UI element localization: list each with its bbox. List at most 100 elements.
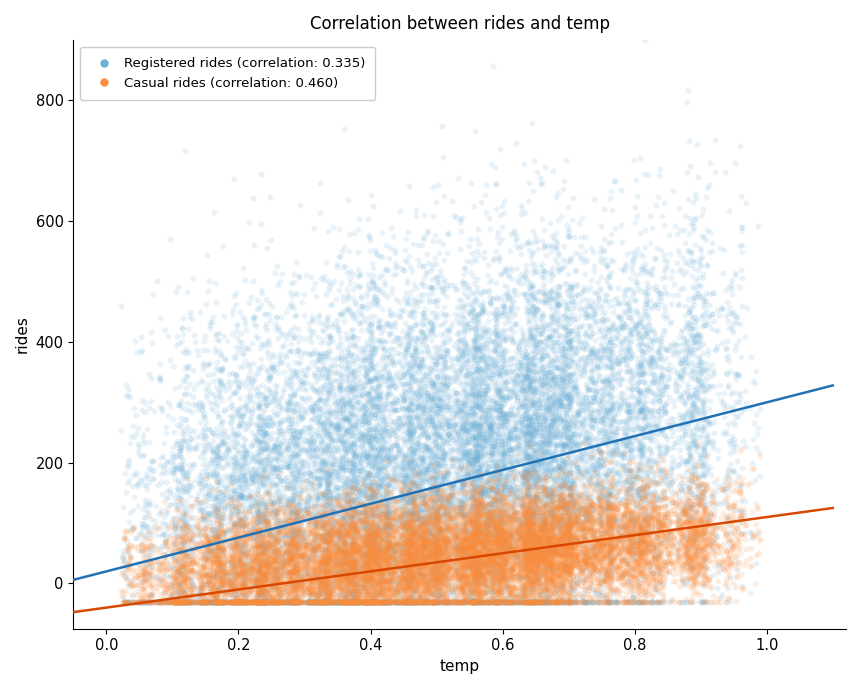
Casual rides (correlation: 0.460): (0.649, 142): 0.460): (0.649, 142) bbox=[528, 493, 542, 504]
Registered rides (correlation: 0.335): (0.812, 274): 0.335): (0.812, 274) bbox=[636, 413, 650, 424]
Registered rides (correlation: 0.335): (0.652, 144): 0.335): (0.652, 144) bbox=[530, 491, 544, 502]
Registered rides (correlation: 0.335): (0.563, 398): 0.335): (0.563, 398) bbox=[471, 338, 485, 349]
Casual rides (correlation: 0.460): (0.167, 104): 0.460): (0.167, 104) bbox=[210, 515, 224, 526]
Registered rides (correlation: 0.335): (0.516, 178): 0.335): (0.516, 178) bbox=[441, 471, 455, 482]
Registered rides (correlation: 0.335): (0.321, 304): 0.335): (0.321, 304) bbox=[312, 395, 325, 406]
Registered rides (correlation: 0.335): (0.835, 403): 0.335): (0.835, 403) bbox=[651, 335, 665, 346]
Registered rides (correlation: 0.335): (0.781, 80): 0.335): (0.781, 80) bbox=[615, 530, 629, 541]
Casual rides (correlation: 0.460): (0.697, 101): 0.460): (0.697, 101) bbox=[560, 517, 573, 528]
Registered rides (correlation: 0.335): (0.668, 288): 0.335): (0.668, 288) bbox=[541, 404, 554, 415]
Registered rides (correlation: 0.335): (0.606, 352): 0.335): (0.606, 352) bbox=[499, 366, 513, 377]
Casual rides (correlation: 0.460): (0.528, -2.77): 0.460): (0.528, -2.77) bbox=[448, 579, 461, 590]
Registered rides (correlation: 0.335): (0.632, 278): 0.335): (0.632, 278) bbox=[517, 410, 530, 421]
Casual rides (correlation: 0.460): (0.557, 158): 0.460): (0.557, 158) bbox=[468, 482, 481, 493]
Registered rides (correlation: 0.335): (0.723, 176): 0.335): (0.723, 176) bbox=[577, 472, 591, 483]
Registered rides (correlation: 0.335): (0.934, 514): 0.335): (0.934, 514) bbox=[716, 267, 730, 278]
Registered rides (correlation: 0.335): (0.359, 208): 0.335): (0.359, 208) bbox=[337, 453, 350, 464]
Registered rides (correlation: 0.335): (0.594, 272): 0.335): (0.594, 272) bbox=[492, 413, 505, 424]
Registered rides (correlation: 0.335): (0.436, 189): 0.335): (0.436, 189) bbox=[387, 464, 401, 475]
Registered rides (correlation: 0.335): (0.597, 280): 0.335): (0.597, 280) bbox=[493, 409, 507, 420]
Casual rides (correlation: 0.460): (0.669, 65): 0.460): (0.669, 65) bbox=[541, 539, 554, 550]
Registered rides (correlation: 0.335): (0.763, 399): 0.335): (0.763, 399) bbox=[603, 337, 616, 348]
Casual rides (correlation: 0.460): (0.475, 33.1): 0.460): (0.475, 33.1) bbox=[413, 558, 427, 569]
Casual rides (correlation: 0.460): (0.509, 47.6): 0.460): (0.509, 47.6) bbox=[436, 549, 449, 560]
Registered rides (correlation: 0.335): (0.119, 314): 0.335): (0.119, 314) bbox=[178, 389, 192, 400]
Registered rides (correlation: 0.335): (0.712, 209): 0.335): (0.712, 209) bbox=[569, 451, 583, 462]
Casual rides (correlation: 0.460): (0.585, -24.3): 0.460): (0.585, -24.3) bbox=[486, 593, 499, 604]
Registered rides (correlation: 0.335): (0.842, 321): 0.335): (0.842, 321) bbox=[655, 384, 669, 395]
Casual rides (correlation: 0.460): (0.338, -15.1): 0.460): (0.338, -15.1) bbox=[323, 587, 337, 598]
Registered rides (correlation: 0.335): (0.675, 439): 0.335): (0.675, 439) bbox=[545, 313, 559, 324]
Casual rides (correlation: 0.460): (0.52, 70.2): 0.460): (0.52, 70.2) bbox=[443, 535, 456, 546]
Casual rides (correlation: 0.460): (0.167, -30): 0.460): (0.167, -30) bbox=[210, 596, 224, 607]
Registered rides (correlation: 0.335): (0.658, 199): 0.335): (0.658, 199) bbox=[534, 457, 548, 469]
Casual rides (correlation: 0.460): (0.674, 94.1): 0.460): (0.674, 94.1) bbox=[545, 521, 559, 532]
Casual rides (correlation: 0.460): (0.533, 73.5): 0.460): (0.533, 73.5) bbox=[451, 533, 465, 544]
Registered rides (correlation: 0.335): (0.674, 338): 0.335): (0.674, 338) bbox=[545, 374, 559, 385]
Registered rides (correlation: 0.335): (0.547, 187): 0.335): (0.547, 187) bbox=[461, 465, 474, 476]
Registered rides (correlation: 0.335): (0.223, 229): 0.335): (0.223, 229) bbox=[247, 440, 261, 451]
Registered rides (correlation: 0.335): (0.811, 92.7): 0.335): (0.811, 92.7) bbox=[635, 522, 649, 533]
Registered rides (correlation: 0.335): (0.226, 187): 0.335): (0.226, 187) bbox=[249, 465, 263, 476]
Casual rides (correlation: 0.460): (0.64, 96.6): 0.460): (0.64, 96.6) bbox=[522, 520, 536, 531]
Casual rides (correlation: 0.460): (0.582, 48.9): 0.460): (0.582, 48.9) bbox=[484, 548, 498, 559]
Casual rides (correlation: 0.460): (0.305, -19.6): 0.460): (0.305, -19.6) bbox=[300, 590, 314, 601]
Registered rides (correlation: 0.335): (0.108, 172): 0.335): (0.108, 172) bbox=[171, 475, 185, 486]
Registered rides (correlation: 0.335): (0.766, 367): 0.335): (0.766, 367) bbox=[605, 357, 619, 368]
Casual rides (correlation: 0.460): (0.585, 157): 0.460): (0.585, 157) bbox=[486, 483, 499, 494]
Registered rides (correlation: 0.335): (0.407, 77.9): 0.335): (0.407, 77.9) bbox=[369, 531, 382, 542]
Registered rides (correlation: 0.335): (0.398, 178): 0.335): (0.398, 178) bbox=[362, 471, 376, 482]
Casual rides (correlation: 0.460): (0.455, 62.7): 0.460): (0.455, 62.7) bbox=[400, 540, 413, 551]
Casual rides (correlation: 0.460): (0.831, 185): 0.460): (0.831, 185) bbox=[648, 466, 662, 477]
Registered rides (correlation: 0.335): (0.536, 333): 0.335): (0.536, 333) bbox=[454, 377, 468, 388]
Registered rides (correlation: 0.335): (0.531, 315): 0.335): (0.531, 315) bbox=[450, 388, 464, 399]
Registered rides (correlation: 0.335): (0.331, 271): 0.335): (0.331, 271) bbox=[319, 414, 332, 425]
Registered rides (correlation: 0.335): (0.636, 380): 0.335): (0.636, 380) bbox=[519, 349, 533, 360]
Registered rides (correlation: 0.335): (0.506, 57.7): 0.335): (0.506, 57.7) bbox=[433, 543, 447, 554]
Registered rides (correlation: 0.335): (0.618, 154): 0.335): (0.618, 154) bbox=[507, 485, 521, 496]
Registered rides (correlation: 0.335): (0.766, 167): 0.335): (0.766, 167) bbox=[605, 477, 619, 488]
Casual rides (correlation: 0.460): (0.333, -30): 0.460): (0.333, -30) bbox=[319, 596, 333, 607]
Registered rides (correlation: 0.335): (0.349, -30): 0.335): (0.349, -30) bbox=[330, 596, 344, 607]
Registered rides (correlation: 0.335): (0.592, -30): 0.335): (0.592, -30) bbox=[491, 596, 505, 607]
Casual rides (correlation: 0.460): (0.393, 19.2): 0.460): (0.393, 19.2) bbox=[359, 566, 373, 577]
Registered rides (correlation: 0.335): (0.492, 269): 0.335): (0.492, 269) bbox=[424, 415, 438, 426]
Registered rides (correlation: 0.335): (0.635, 613): 0.335): (0.635, 613) bbox=[518, 208, 532, 219]
Casual rides (correlation: 0.460): (0.349, 85.6): 0.460): (0.349, 85.6) bbox=[331, 526, 344, 537]
Casual rides (correlation: 0.460): (0.34, 51.3): 0.460): (0.34, 51.3) bbox=[324, 547, 338, 558]
Registered rides (correlation: 0.335): (0.306, 422): 0.335): (0.306, 422) bbox=[301, 323, 315, 334]
Casual rides (correlation: 0.460): (0.482, 24.7): 0.460): (0.482, 24.7) bbox=[418, 563, 431, 574]
Casual rides (correlation: 0.460): (0.374, 62): 0.460): (0.374, 62) bbox=[346, 540, 360, 551]
Casual rides (correlation: 0.460): (0.413, 1.03): 0.460): (0.413, 1.03) bbox=[373, 577, 387, 588]
Registered rides (correlation: 0.335): (0.277, 141): 0.335): (0.277, 141) bbox=[282, 493, 296, 504]
Casual rides (correlation: 0.460): (0.47, -2.3): 0.460): (0.47, -2.3) bbox=[410, 579, 424, 590]
Registered rides (correlation: 0.335): (0.793, 90.4): 0.335): (0.793, 90.4) bbox=[623, 524, 637, 535]
Registered rides (correlation: 0.335): (0.366, 141): 0.335): (0.366, 141) bbox=[342, 493, 356, 504]
Registered rides (correlation: 0.335): (0.43, 164): 0.335): (0.43, 164) bbox=[383, 479, 397, 490]
Registered rides (correlation: 0.335): (0.378, 438): 0.335): (0.378, 438) bbox=[349, 313, 362, 325]
Casual rides (correlation: 0.460): (0.413, -14.4): 0.460): (0.413, -14.4) bbox=[372, 586, 386, 597]
Casual rides (correlation: 0.460): (0.938, 54.2): 0.460): (0.938, 54.2) bbox=[719, 545, 733, 556]
Registered rides (correlation: 0.335): (0.621, 309): 0.335): (0.621, 309) bbox=[510, 391, 523, 402]
Registered rides (correlation: 0.335): (0.809, 204): 0.335): (0.809, 204) bbox=[634, 455, 647, 466]
Registered rides (correlation: 0.335): (0.355, 19.8): 0.335): (0.355, 19.8) bbox=[334, 566, 348, 577]
Casual rides (correlation: 0.460): (0.666, -30): 0.460): (0.666, -30) bbox=[539, 596, 553, 607]
Casual rides (correlation: 0.460): (0.601, 18.4): 0.460): (0.601, 18.4) bbox=[496, 567, 510, 578]
Registered rides (correlation: 0.335): (0.569, 386): 0.335): (0.569, 386) bbox=[475, 345, 489, 356]
Casual rides (correlation: 0.460): (0.645, 50.9): 0.460): (0.645, 50.9) bbox=[525, 547, 539, 558]
Registered rides (correlation: 0.335): (0.278, 188): 0.335): (0.278, 188) bbox=[283, 464, 297, 475]
Casual rides (correlation: 0.460): (0.717, 40.5): 0.460): (0.717, 40.5) bbox=[573, 553, 586, 564]
Casual rides (correlation: 0.460): (0.405, 54): 0.460): (0.405, 54) bbox=[367, 546, 381, 557]
Casual rides (correlation: 0.460): (0.791, 111): 0.460): (0.791, 111) bbox=[622, 511, 635, 522]
Casual rides (correlation: 0.460): (0.25, 69.2): 0.460): (0.25, 69.2) bbox=[264, 536, 278, 547]
Casual rides (correlation: 0.460): (0.263, -30): 0.460): (0.263, -30) bbox=[274, 596, 288, 607]
Casual rides (correlation: 0.460): (0.295, 45.7): 0.460): (0.295, 45.7) bbox=[294, 551, 308, 562]
Registered rides (correlation: 0.335): (0.243, 249): 0.335): (0.243, 249) bbox=[260, 428, 274, 439]
Casual rides (correlation: 0.460): (0.64, 51.3): 0.460): (0.64, 51.3) bbox=[523, 547, 536, 558]
Registered rides (correlation: 0.335): (0.632, 172): 0.335): (0.632, 172) bbox=[517, 474, 530, 485]
Registered rides (correlation: 0.335): (0.312, 224): 0.335): (0.312, 224) bbox=[306, 443, 319, 454]
Registered rides (correlation: 0.335): (0.501, 104): 0.335): (0.501, 104) bbox=[430, 515, 444, 526]
Registered rides (correlation: 0.335): (0.525, 275): 0.335): (0.525, 275) bbox=[446, 412, 460, 423]
Registered rides (correlation: 0.335): (0.488, 172): 0.335): (0.488, 172) bbox=[422, 474, 436, 485]
Registered rides (correlation: 0.335): (0.752, 98.9): 0.335): (0.752, 98.9) bbox=[596, 518, 610, 529]
